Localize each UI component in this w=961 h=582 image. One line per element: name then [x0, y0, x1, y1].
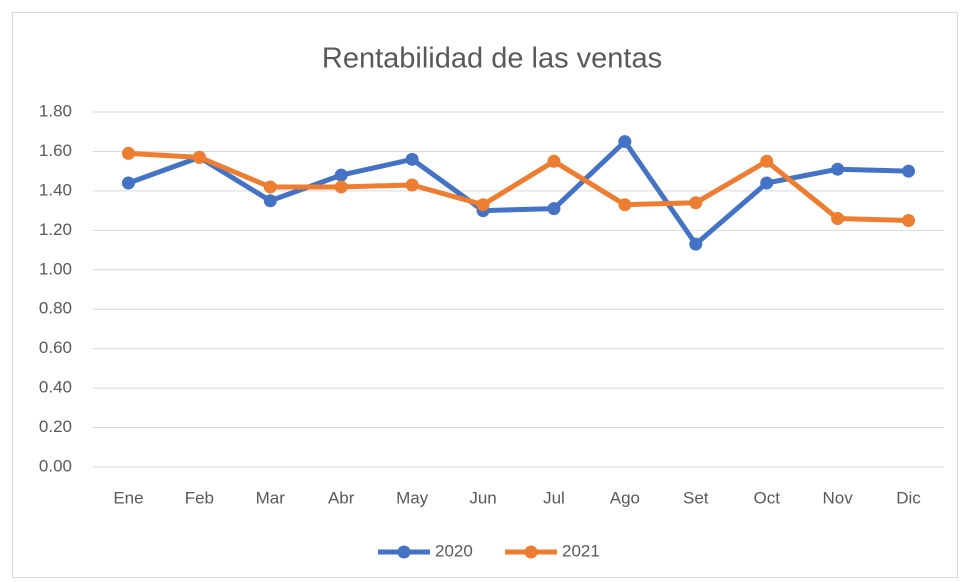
data-point [263, 180, 277, 194]
data-point [547, 154, 561, 168]
data-point [405, 178, 419, 192]
x-tick-label: Ene [113, 488, 143, 507]
y-tick-label: 1.80 [39, 101, 72, 120]
data-point [618, 198, 632, 212]
legend-marker [397, 545, 411, 559]
legend-label: 2021 [562, 541, 600, 560]
y-tick-label: 0.20 [39, 417, 72, 436]
series-line [128, 150, 909, 223]
x-tick-label: Jul [543, 488, 565, 507]
x-tick-label: Nov [823, 488, 854, 507]
y-tick-label: 0.60 [39, 338, 72, 357]
x-tick-label: Feb [185, 488, 214, 507]
legend-marker [524, 545, 538, 559]
data-point [902, 164, 916, 178]
x-tick-label: Ago [610, 488, 640, 507]
x-tick-label: Mar [256, 488, 286, 507]
data-point [689, 196, 703, 210]
data-point [121, 146, 135, 160]
x-tick-label: Dic [896, 488, 921, 507]
y-tick-label: 1.60 [39, 141, 72, 160]
legend-label: 2020 [435, 541, 473, 560]
x-tick-label: Set [683, 488, 709, 507]
x-tick-label: May [396, 488, 429, 507]
data-point [618, 135, 632, 149]
data-point [689, 237, 703, 251]
chart-border [12, 12, 958, 578]
data-point [263, 194, 277, 208]
data-point [476, 198, 490, 212]
x-tick-label: Oct [753, 488, 780, 507]
chart-title: Rentabilidad de las ventas [322, 43, 662, 75]
x-tick-label: Abr [328, 488, 355, 507]
y-tick-label: 0.00 [39, 456, 72, 475]
y-tick-label: 0.40 [39, 378, 72, 397]
y-tick-label: 1.20 [39, 220, 72, 239]
data-point [902, 213, 916, 227]
x-tick-label: Jun [469, 488, 496, 507]
data-point [760, 154, 774, 168]
data-point [405, 152, 419, 166]
data-point [334, 180, 348, 194]
data-point [192, 150, 206, 164]
y-tick-label: 1.40 [39, 180, 72, 199]
data-point [334, 168, 348, 182]
data-point [760, 176, 774, 190]
y-tick-label: 1.00 [39, 259, 72, 278]
y-tick-label: 0.80 [39, 299, 72, 318]
data-point [121, 176, 135, 190]
data-point [831, 162, 845, 176]
data-point [547, 202, 561, 216]
data-point [831, 212, 845, 225]
series-line [127, 139, 909, 247]
